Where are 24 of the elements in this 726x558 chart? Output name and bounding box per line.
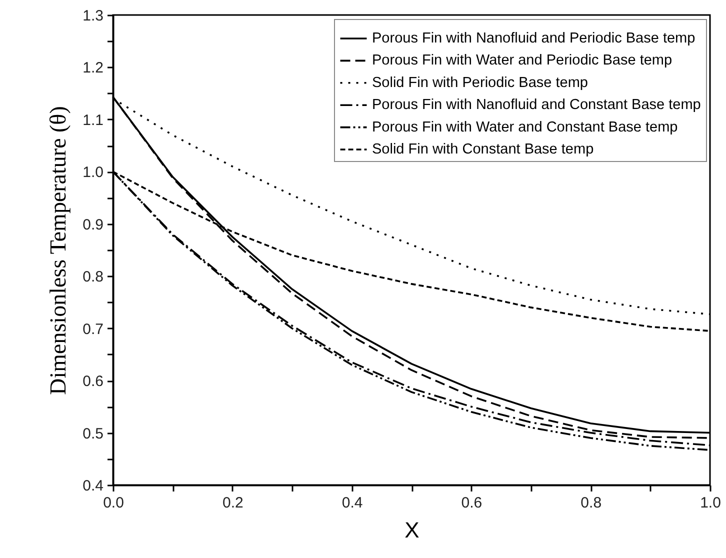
x-tick-label: 0.0 bbox=[103, 494, 124, 512]
y-tick-label: 1.2 bbox=[82, 60, 104, 77]
y-tick-label: 0.4 bbox=[82, 478, 104, 494]
y-tick-label: 1.3 bbox=[82, 8, 104, 24]
legend-label: Porous Fin with Nanofluid and Periodic Base temp bbox=[372, 30, 696, 46]
x-tick-label: 0.6 bbox=[461, 494, 482, 512]
legend-label: Porous Fin with Water and Periodic Base temp bbox=[372, 52, 672, 69]
y-tick-label: 1.1 bbox=[82, 112, 104, 129]
y-axis-title: Dimensionless Temperature (θ) bbox=[46, 106, 71, 395]
legend-label: Solid Fin with Constant Base temp bbox=[372, 142, 594, 158]
x-tick-label: 0.2 bbox=[222, 494, 244, 512]
legend-label: Solid Fin with Periodic Base temp bbox=[372, 74, 588, 91]
y-tick-label: 0.8 bbox=[82, 268, 104, 286]
x-tick-label: 1.0 bbox=[700, 494, 721, 512]
y-tick-label: 0.9 bbox=[82, 216, 104, 234]
x-axis-title: X bbox=[404, 518, 420, 542]
y-tick-label: 1.0 bbox=[82, 164, 104, 182]
y-tick-label: 0.7 bbox=[82, 320, 104, 338]
legend-label: Porous Fin with Water and Constant Base temp bbox=[372, 119, 678, 136]
y-tick-label: 0.6 bbox=[82, 373, 104, 390]
legend-label: Porous Fin with Nanofluid and Constant Base temp bbox=[372, 97, 701, 114]
x-tick-label: 0.4 bbox=[342, 494, 363, 512]
x-tick-label: 0.8 bbox=[580, 494, 602, 512]
y-tick-label: 0.5 bbox=[82, 425, 104, 442]
